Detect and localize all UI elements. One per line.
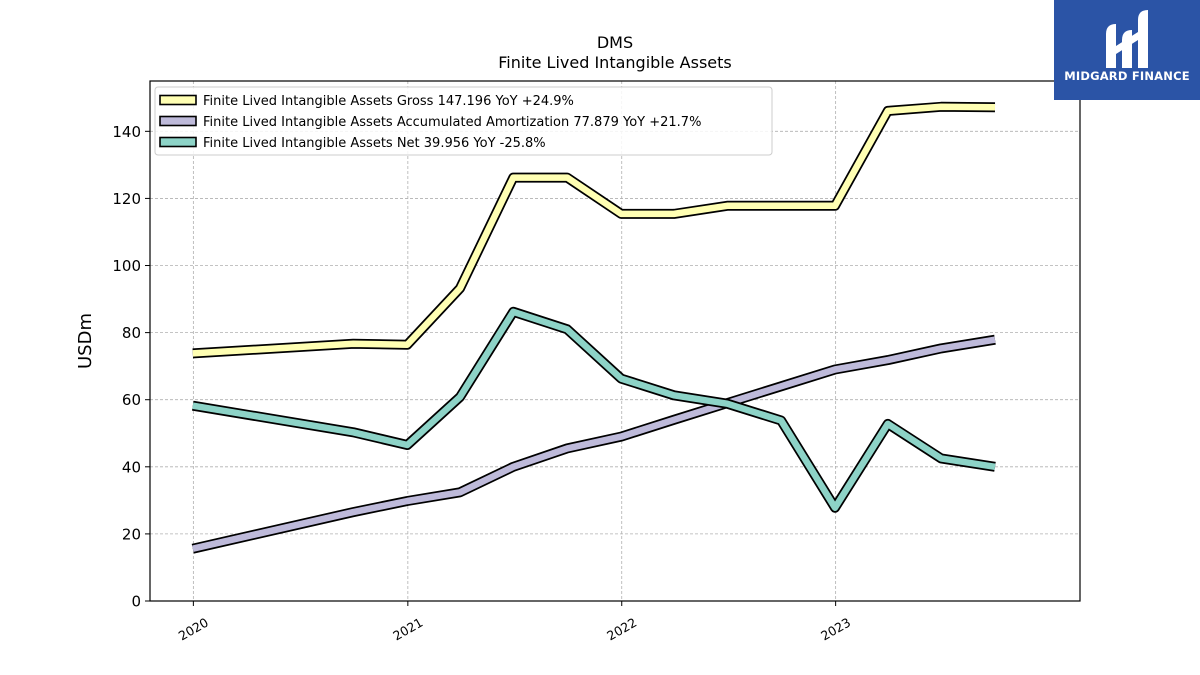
- y-axis-label: USDm: [75, 313, 96, 369]
- x-tick-label: 2022: [604, 615, 639, 644]
- y-tick-label: 40: [122, 458, 141, 476]
- y-tick-label: 100: [112, 257, 141, 275]
- plot-frame: [149, 80, 1081, 602]
- legend: Finite Lived Intangible Assets Gross 147…: [154, 86, 773, 156]
- brand-name: MIDGARD FINANCE: [1064, 69, 1190, 83]
- series-line: [192, 103, 996, 357]
- brand-badge: MIDGARD FINANCE: [1054, 0, 1200, 100]
- midgard-m-logo-icon: [1106, 10, 1148, 68]
- legend-swatch: [159, 136, 197, 148]
- series-line: [192, 308, 996, 511]
- chart-title: DMS: [597, 33, 633, 52]
- chart-subtitle: Finite Lived Intangible Assets: [498, 53, 731, 72]
- y-tick-label: 20: [122, 525, 141, 543]
- series-2: [191, 306, 996, 513]
- x-tick-label: 2020: [176, 615, 211, 644]
- legend-entry: Finite Lived Intangible Assets Net 39.95…: [159, 136, 546, 151]
- y-axis: 0 20 40 60 80 100 120 140: [112, 123, 150, 611]
- legend-box: [154, 86, 773, 156]
- legend-entry: Finite Lived Intangible Assets Accumulat…: [159, 115, 701, 130]
- x-tick-label: 2021: [390, 615, 425, 644]
- legend-swatch: [159, 94, 197, 106]
- y-tick-label: 60: [122, 391, 141, 409]
- legend-entry: Finite Lived Intangible Assets Gross 147…: [159, 94, 574, 109]
- y-tick-label: 140: [112, 123, 141, 141]
- legend-label: Finite Lived Intangible Assets Net 39.95…: [203, 136, 546, 151]
- series-lines: [191, 101, 996, 554]
- y-tick-label: 80: [122, 324, 141, 342]
- y-tick-label: 120: [112, 190, 141, 208]
- series-1: [191, 334, 996, 554]
- y-tick-label: 0: [131, 593, 141, 611]
- series-line: [192, 336, 996, 552]
- legend-label: Finite Lived Intangible Assets Accumulat…: [203, 115, 701, 130]
- x-tick-label: 2023: [818, 615, 853, 644]
- series-0: [192, 101, 996, 359]
- x-axis: 2020 2021 2022 2023: [176, 601, 853, 644]
- legend-swatch: [159, 115, 197, 127]
- legend-label: Finite Lived Intangible Assets Gross 147…: [203, 94, 574, 109]
